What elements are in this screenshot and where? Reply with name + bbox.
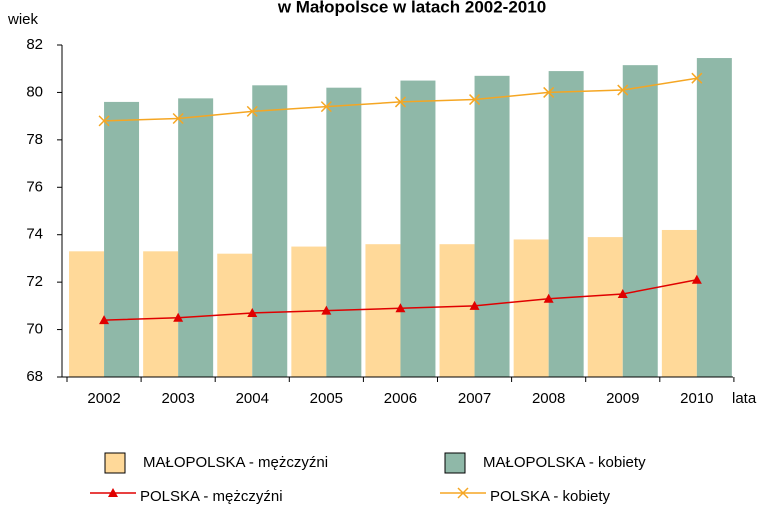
x-tick-label: 2006 <box>384 390 417 407</box>
bar <box>143 251 179 377</box>
bar <box>400 80 436 378</box>
bar <box>622 65 658 378</box>
line-marker <box>394 96 406 108</box>
y-tick-label: 76 <box>26 178 43 195</box>
legend-swatch <box>444 452 466 474</box>
line-marker <box>321 305 332 315</box>
bar <box>661 229 697 377</box>
bar <box>474 75 510 377</box>
y-tick-label: 74 <box>26 226 43 243</box>
legend-label: POLSKA - kobiety <box>490 488 611 505</box>
y-tick-label: 80 <box>26 83 43 100</box>
line-marker <box>457 487 469 499</box>
x-tick-label: 2003 <box>161 390 194 407</box>
line-marker <box>247 307 258 317</box>
x-tick-label: 2004 <box>236 390 269 407</box>
bar <box>69 251 105 377</box>
line-marker <box>108 488 118 497</box>
legend-label: MAŁOPOLSKA - mężczyźni <box>143 454 328 471</box>
bar <box>252 85 288 378</box>
x-tick-label: 2005 <box>310 390 343 407</box>
x-tick-label: 2010 <box>680 390 713 407</box>
line-marker <box>469 94 481 106</box>
line-marker <box>99 315 110 325</box>
line-marker <box>98 115 110 127</box>
bar <box>365 244 401 377</box>
x-axis-label: lata <box>732 390 757 407</box>
y-tick-label: 70 <box>26 321 43 338</box>
bar <box>513 239 549 377</box>
y-tick-label: 72 <box>26 273 43 290</box>
chart-title: w Małopolsce w latach 2002-2010 <box>277 0 546 16</box>
legend-label: POLSKA - mężczyźni <box>140 488 283 505</box>
line-marker <box>172 112 184 125</box>
line-marker <box>617 84 629 96</box>
x-tick-label: 2009 <box>606 390 639 407</box>
line-marker <box>246 105 258 117</box>
line-marker <box>543 86 555 98</box>
bar <box>439 244 475 377</box>
line-marker <box>691 274 702 284</box>
x-tick-label: 2002 <box>87 390 120 407</box>
bar <box>696 58 732 378</box>
y-tick-label: 82 <box>26 36 43 53</box>
line-marker <box>320 101 332 113</box>
line-marker <box>395 303 406 313</box>
y-tick-label: 68 <box>26 368 43 385</box>
legend-swatch <box>104 452 126 474</box>
bar <box>548 71 584 377</box>
bar <box>104 101 140 378</box>
x-tick-label: 2008 <box>532 390 565 407</box>
bar <box>178 98 214 377</box>
y-axis-label: wiek <box>7 11 39 28</box>
line-marker <box>173 312 184 322</box>
line-marker <box>691 72 703 84</box>
line-marker <box>543 293 554 303</box>
legend-label: MAŁOPOLSKA - kobiety <box>483 454 646 471</box>
line-marker <box>469 300 480 310</box>
line-marker <box>617 289 628 298</box>
x-tick-label: 2007 <box>458 390 491 407</box>
bar <box>326 87 362 377</box>
y-tick-label: 78 <box>26 131 43 148</box>
bar <box>587 237 623 377</box>
